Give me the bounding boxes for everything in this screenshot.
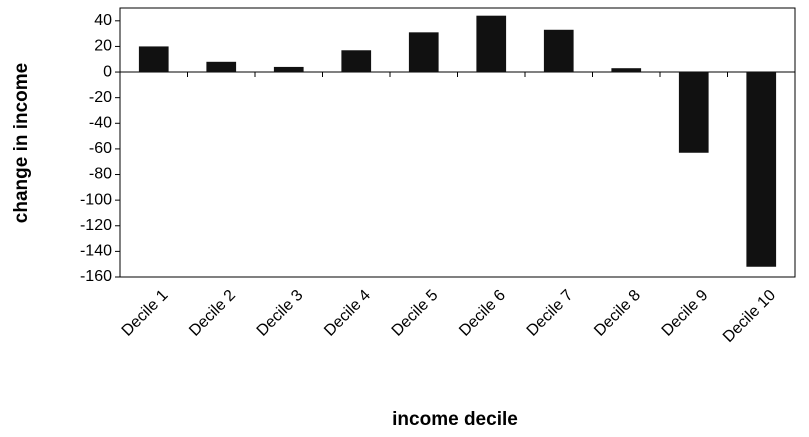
bar [408, 32, 439, 73]
bar [138, 46, 169, 73]
bar [206, 61, 237, 73]
x-tick-label: Decile 2 [186, 287, 239, 340]
y-tick-label: -160 [80, 268, 112, 285]
bar [543, 29, 574, 73]
x-axis-title: income decile [392, 409, 518, 430]
y-tick-label: -60 [89, 140, 112, 157]
y-tick-label: -80 [89, 166, 112, 183]
bar [273, 66, 304, 73]
y-tick-label: -40 [89, 115, 112, 132]
bar [678, 72, 709, 153]
bar [611, 68, 642, 73]
y-axis-title: change in income [11, 63, 32, 223]
y-tick-label: -140 [80, 243, 112, 260]
x-tick-label: Decile 6 [456, 287, 509, 340]
y-tick-label: 0 [103, 63, 112, 80]
y-tick-label: -120 [80, 217, 112, 234]
y-tick-label: 40 [94, 12, 112, 29]
x-tick-label: Decile 9 [659, 287, 712, 340]
x-tick-label: Decile 7 [524, 287, 577, 340]
y-tick-label: -20 [89, 89, 112, 106]
y-tick-label: 20 [94, 38, 112, 55]
bar [746, 72, 777, 267]
bar [476, 15, 507, 73]
plot-frame [119, 7, 796, 278]
x-tick-label: Decile 5 [389, 287, 442, 340]
y-tick-label: -100 [80, 191, 112, 208]
x-tick-label: Decile 8 [591, 287, 644, 340]
x-tick-label: Decile 10 [720, 287, 779, 346]
x-tick-label: Decile 1 [119, 287, 172, 340]
x-tick-label: Decile 3 [254, 287, 307, 340]
x-tick-label: Decile 4 [321, 287, 374, 340]
bar [341, 50, 372, 73]
